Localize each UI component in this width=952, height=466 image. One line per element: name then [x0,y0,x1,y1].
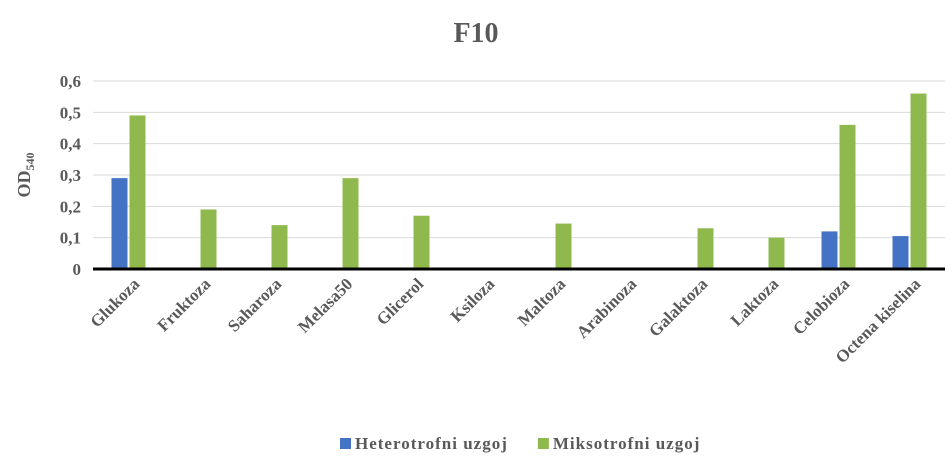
x-tick-label: Saharoza [224,274,286,336]
bar [342,178,359,269]
legend-swatch [340,438,351,449]
bar [555,223,572,269]
x-tick-label: Laktoza [727,274,783,330]
y-tick-label: 0,6 [60,72,81,91]
y-tick-label: 0,3 [60,166,81,185]
x-tick-label: Galaktoza [645,274,712,341]
y-tick-label: 0,2 [60,197,81,216]
y-label-text: OD [14,170,34,197]
x-tick-label: Melasa50 [294,274,356,336]
y-label-subscript: 540 [23,153,37,171]
bar [271,225,288,269]
y-tick-label: 0,4 [60,135,82,154]
y-tick-label: 0,1 [60,229,81,248]
legend: Heterotrofni uzgoj Miksotrofni uzgoj [340,434,701,453]
legend-label: Miksotrofni uzgoj [553,434,701,453]
bar [129,115,146,269]
x-tick-label: Celobioza [789,274,854,339]
x-tick-label: Ksiloza [447,274,499,326]
bar [821,231,838,269]
bar [839,124,856,269]
bar [892,236,909,269]
x-tick-label: Glicerol [373,274,428,329]
x-tick-label: Fruktoza [153,274,214,335]
legend-swatch [537,438,549,449]
legend-label: Heterotrofni uzgoj [355,434,508,453]
x-tick-label: Glukoza [86,274,143,331]
bar [768,237,785,269]
bar [910,93,927,270]
bar [111,178,128,269]
bar [413,215,430,269]
bar [697,228,714,269]
x-tick-label: Maltoza [514,274,570,330]
bar [200,209,217,269]
x-tick-label: Arabinoza [573,274,641,342]
y-axis-label: OD540 [14,153,37,198]
chart-title: F10 [453,18,498,49]
y-tick-label: 0,5 [60,103,81,122]
y-tick-label: 0 [73,260,82,279]
